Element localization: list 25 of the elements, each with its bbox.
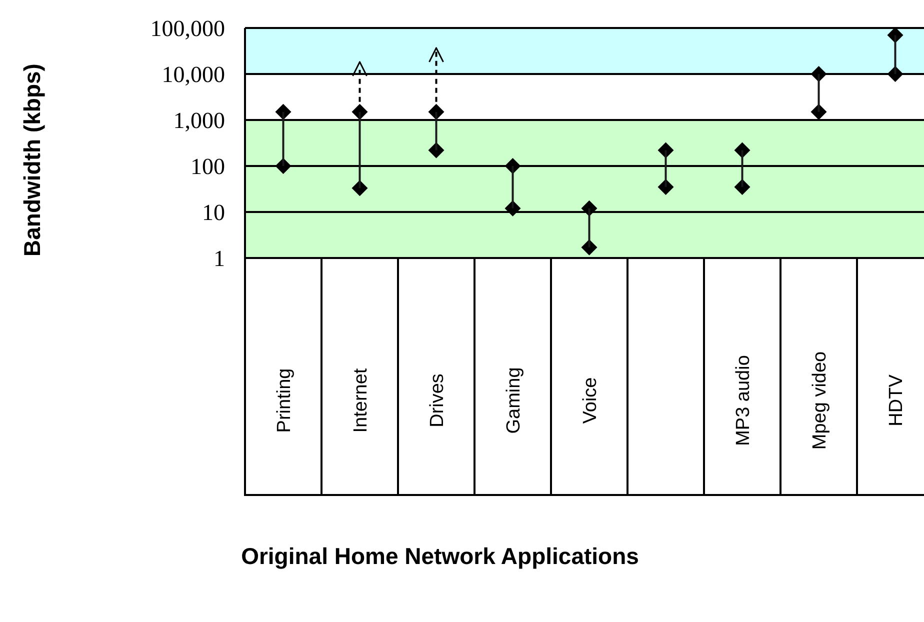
bar [588,208,590,248]
bar [282,112,284,166]
bar [512,166,514,208]
y-tick-label: 10,000 [162,62,225,88]
x-tick-label: Mpeg video [809,351,830,450]
x-tick-label: Internet [350,368,372,433]
x-tick-label: Printing [274,368,295,433]
bar [894,35,896,74]
x-tick-label: MP3 audio [732,355,754,446]
bar [435,112,438,150]
y-axis-title: Bandwidth (kbps) [19,64,45,256]
bar [358,112,361,188]
y-tick-label: 1,000 [173,108,225,134]
y-tick-label: 10 [202,200,225,226]
x-tick-label: Gaming [503,367,524,434]
y-tick-label: 100 [190,154,225,180]
bar [741,150,744,187]
y-tick-label: 1 [214,246,225,272]
bar [818,74,820,112]
x-tick-label: Drives [426,374,448,428]
x-tick-label: HDTV [886,374,907,426]
text: Original Home Network Applications [240,542,640,571]
y-tick-label: 100,000 [150,16,225,42]
x-tick-label: Voice [580,377,601,424]
bar [664,150,667,187]
